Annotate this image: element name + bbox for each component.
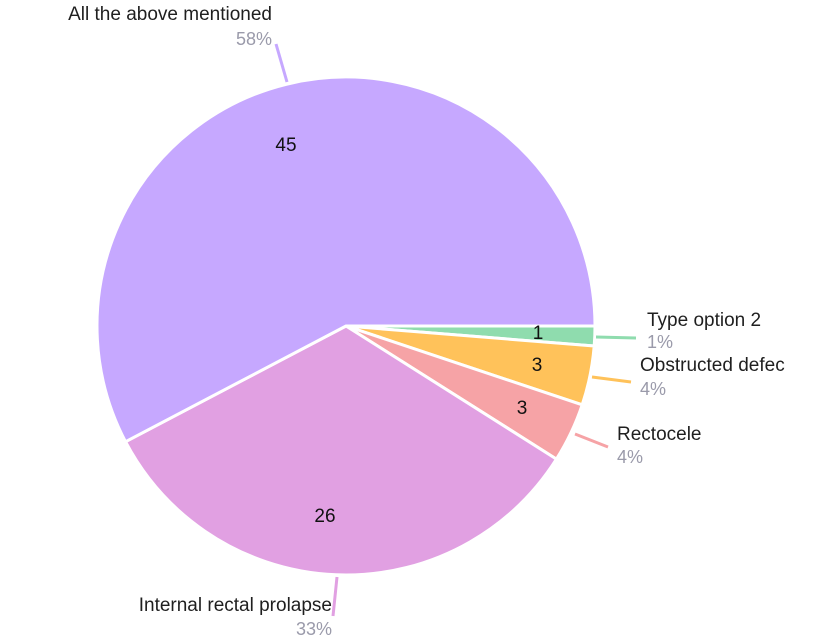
slice-percent-label: 58% — [236, 29, 272, 49]
slice-name-label: Type option 2 — [647, 310, 761, 331]
callout-line — [595, 335, 637, 340]
pie-slices — [95, 75, 597, 577]
slice-value-label: 45 — [275, 135, 296, 156]
slice-value-label: 1 — [533, 323, 544, 344]
slice-value-label: 26 — [314, 506, 335, 527]
callout-line — [591, 375, 632, 384]
slice-percent-label: 4% — [640, 379, 666, 399]
slice-name-label: Rectocele — [617, 424, 702, 445]
pie-slice[interactable] — [124, 324, 558, 577]
slice-value-labels: 1 3 3 26 45 — [275, 135, 543, 527]
slice-name-label: Internal rectal prolapse — [139, 595, 332, 616]
slice-name-label: Obstructed defec — [640, 355, 785, 376]
slice-callouts: Type option 21%Obstructed defec4%Rectoce… — [68, 4, 785, 639]
slice-percent-label: 33% — [296, 619, 332, 639]
slice-name-label: All the above mentioned — [68, 4, 272, 25]
callout-line — [574, 432, 609, 449]
slice-percent-label: 4% — [617, 447, 643, 467]
pie-slice[interactable] — [95, 75, 597, 444]
callout-line — [274, 43, 289, 83]
slice-value-label: 3 — [517, 398, 528, 419]
slice-value-label: 3 — [532, 355, 543, 376]
slice-percent-label: 1% — [647, 332, 673, 352]
callout-line — [331, 576, 339, 617]
